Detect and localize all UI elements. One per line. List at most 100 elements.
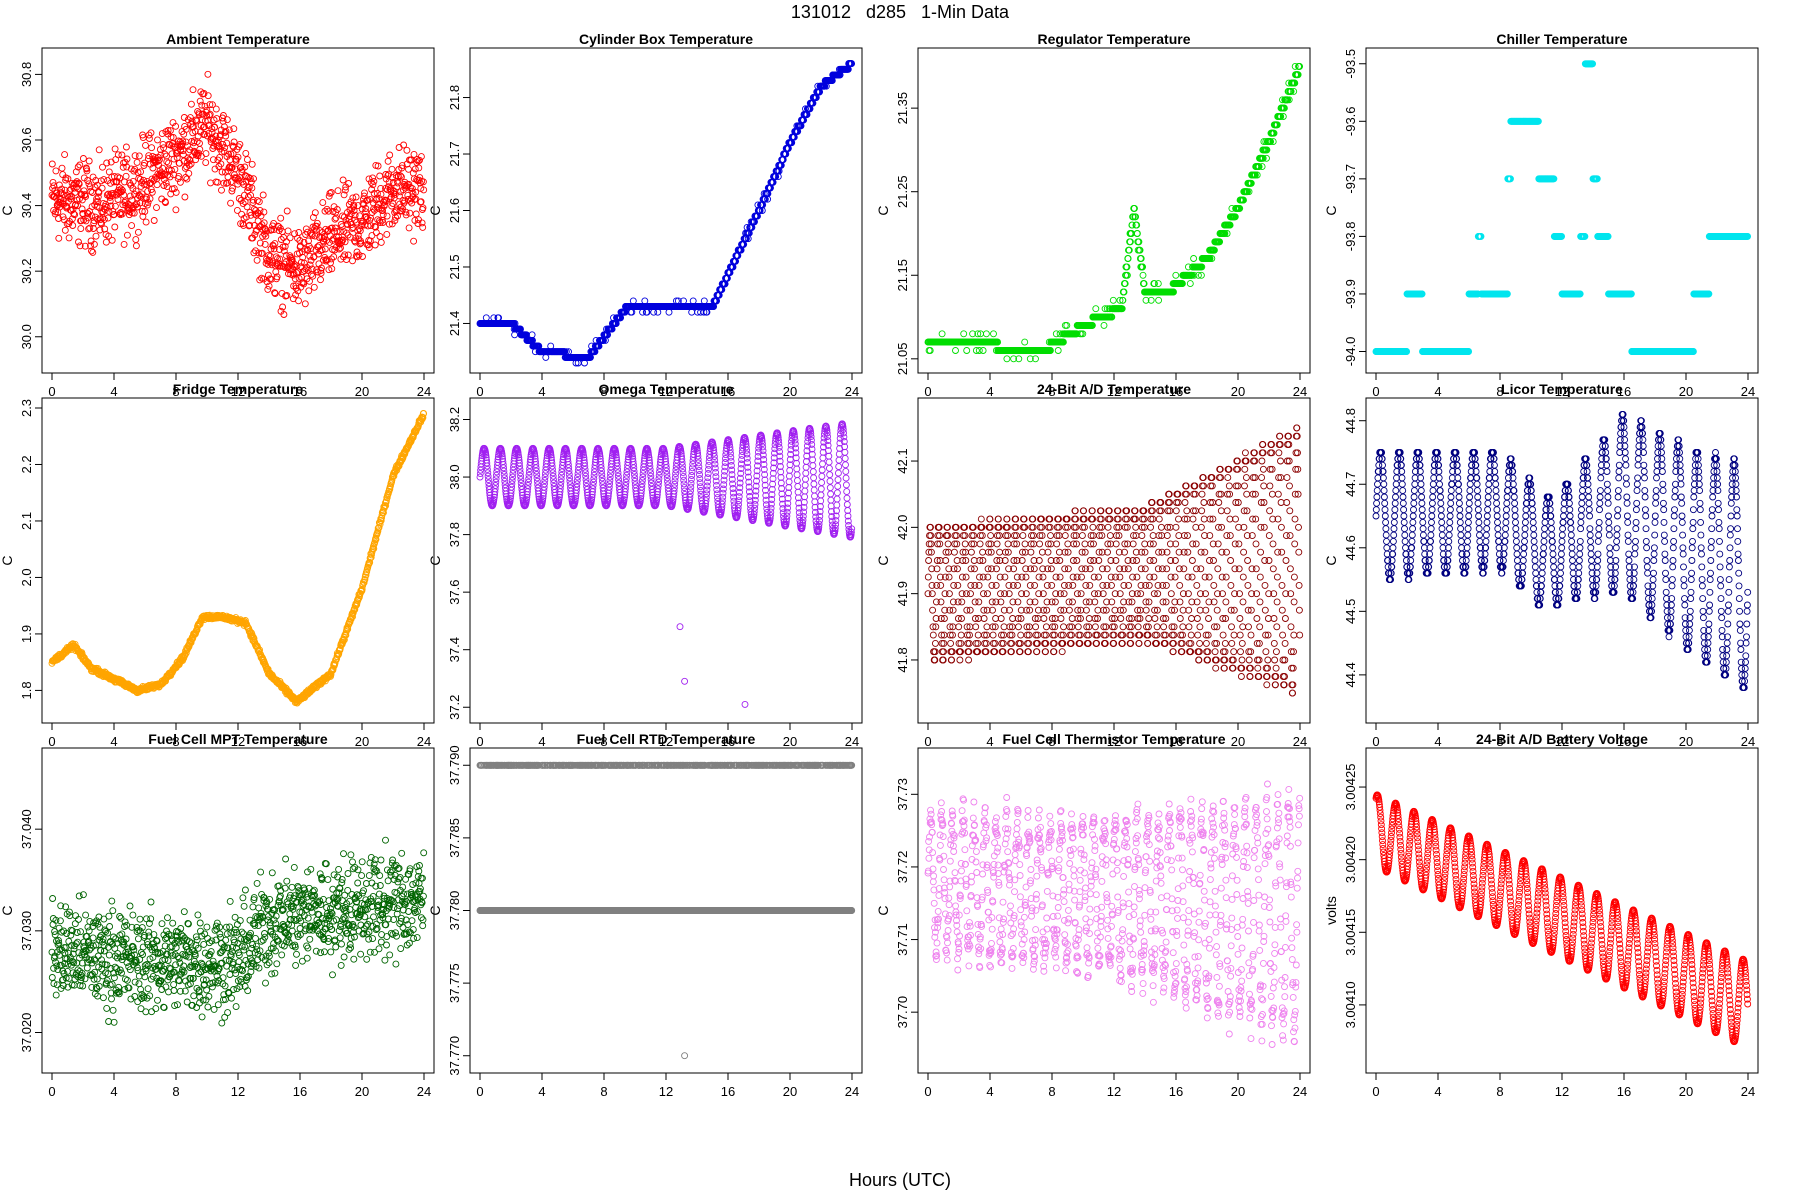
data-point: [1109, 296, 1117, 304]
x-tick-label: 4: [110, 384, 117, 399]
data-point: [295, 229, 303, 236]
data-point: [81, 242, 89, 250]
data-point: [265, 282, 273, 290]
data-point: [294, 268, 302, 276]
data-point: [272, 268, 280, 276]
data-point: [128, 209, 136, 217]
data-point: [230, 138, 238, 146]
data-point: [99, 163, 106, 171]
data-point: [318, 246, 326, 254]
data-point: [61, 226, 69, 234]
data-point: [1139, 271, 1147, 279]
data-point: [259, 191, 267, 199]
x-tick-label: 8: [172, 384, 179, 399]
data-point: [189, 86, 197, 94]
data-point: [53, 189, 61, 197]
data-point: [182, 125, 190, 133]
y-tick-label: 21.35: [895, 92, 910, 125]
x-tick-label: 24: [1741, 384, 1755, 399]
data-point: [192, 156, 200, 164]
data-point: [123, 231, 131, 239]
data-point: [164, 127, 172, 134]
data-point: [415, 216, 422, 224]
data-point: [222, 132, 230, 140]
data-point: [277, 214, 285, 222]
data-point: [384, 157, 392, 165]
data-point: [410, 237, 418, 245]
data-point: [265, 251, 273, 259]
data-point: [194, 152, 202, 160]
data-point: [130, 209, 138, 217]
data-point: [96, 226, 104, 234]
data-point: [90, 240, 98, 248]
chart-title: Fridge Temperature: [173, 381, 304, 397]
data-point: [169, 134, 177, 141]
y-tick-label: 2.1: [19, 512, 34, 530]
data-point: [371, 241, 379, 249]
data-point: [142, 141, 149, 149]
data-point: [91, 183, 99, 191]
data-point: [256, 276, 264, 284]
data-point: [227, 178, 235, 186]
y-tick-label: -93.9: [1343, 279, 1358, 309]
data-point: [102, 238, 110, 246]
data-point: [317, 269, 325, 277]
data-point: [114, 173, 122, 181]
data-point: [137, 168, 145, 176]
data-point: [153, 204, 160, 212]
data-point: [196, 145, 204, 153]
data-point: [210, 142, 218, 150]
data-point: [297, 258, 305, 266]
data-point: [206, 110, 214, 118]
data-point: [135, 191, 143, 199]
y-axis-label: C: [0, 555, 15, 565]
data-point: [50, 206, 58, 214]
x-tick-label: 4: [1434, 384, 1441, 399]
data-point: [72, 201, 80, 208]
data-point: [332, 214, 340, 222]
data-point: [179, 137, 187, 145]
data-points: [924, 62, 1304, 363]
data-point: [302, 225, 310, 233]
data-point: [78, 191, 86, 199]
data-point: [163, 158, 171, 166]
data-point: [146, 195, 154, 203]
data-point: [243, 203, 251, 211]
data-point: [337, 244, 344, 252]
data-point: [140, 176, 147, 184]
data-point: [67, 206, 75, 214]
data-point: [166, 127, 174, 135]
data-point: [148, 144, 156, 152]
data-point: [122, 143, 130, 151]
data-point: [230, 125, 238, 133]
y-tick-label: 30.2: [19, 259, 34, 284]
data-point: [105, 232, 113, 240]
data-point: [301, 300, 309, 308]
data-point: [282, 251, 290, 259]
data-point: [406, 209, 414, 217]
data-point: [75, 180, 83, 188]
data-point: [325, 192, 333, 200]
y-axis-label: C: [0, 205, 15, 215]
data-point: [149, 164, 157, 172]
data-point: [306, 261, 314, 269]
data-point: [86, 183, 94, 191]
data-point: [1186, 280, 1194, 288]
data-point: [98, 184, 106, 192]
data-point: [376, 172, 384, 180]
data-point: [244, 193, 252, 201]
data-point: [952, 347, 959, 354]
data-point: [963, 347, 971, 354]
data-point: [250, 175, 257, 183]
data-point: [325, 266, 333, 274]
data-point: [308, 231, 316, 239]
data-point: [248, 184, 256, 192]
data-point: [700, 297, 708, 305]
data-point: [100, 215, 108, 223]
data-point: [123, 155, 131, 163]
data-point: [55, 234, 63, 242]
data-point: [85, 157, 93, 165]
data-point: [86, 224, 94, 232]
data-point: [284, 227, 292, 235]
data-point: [74, 163, 82, 171]
